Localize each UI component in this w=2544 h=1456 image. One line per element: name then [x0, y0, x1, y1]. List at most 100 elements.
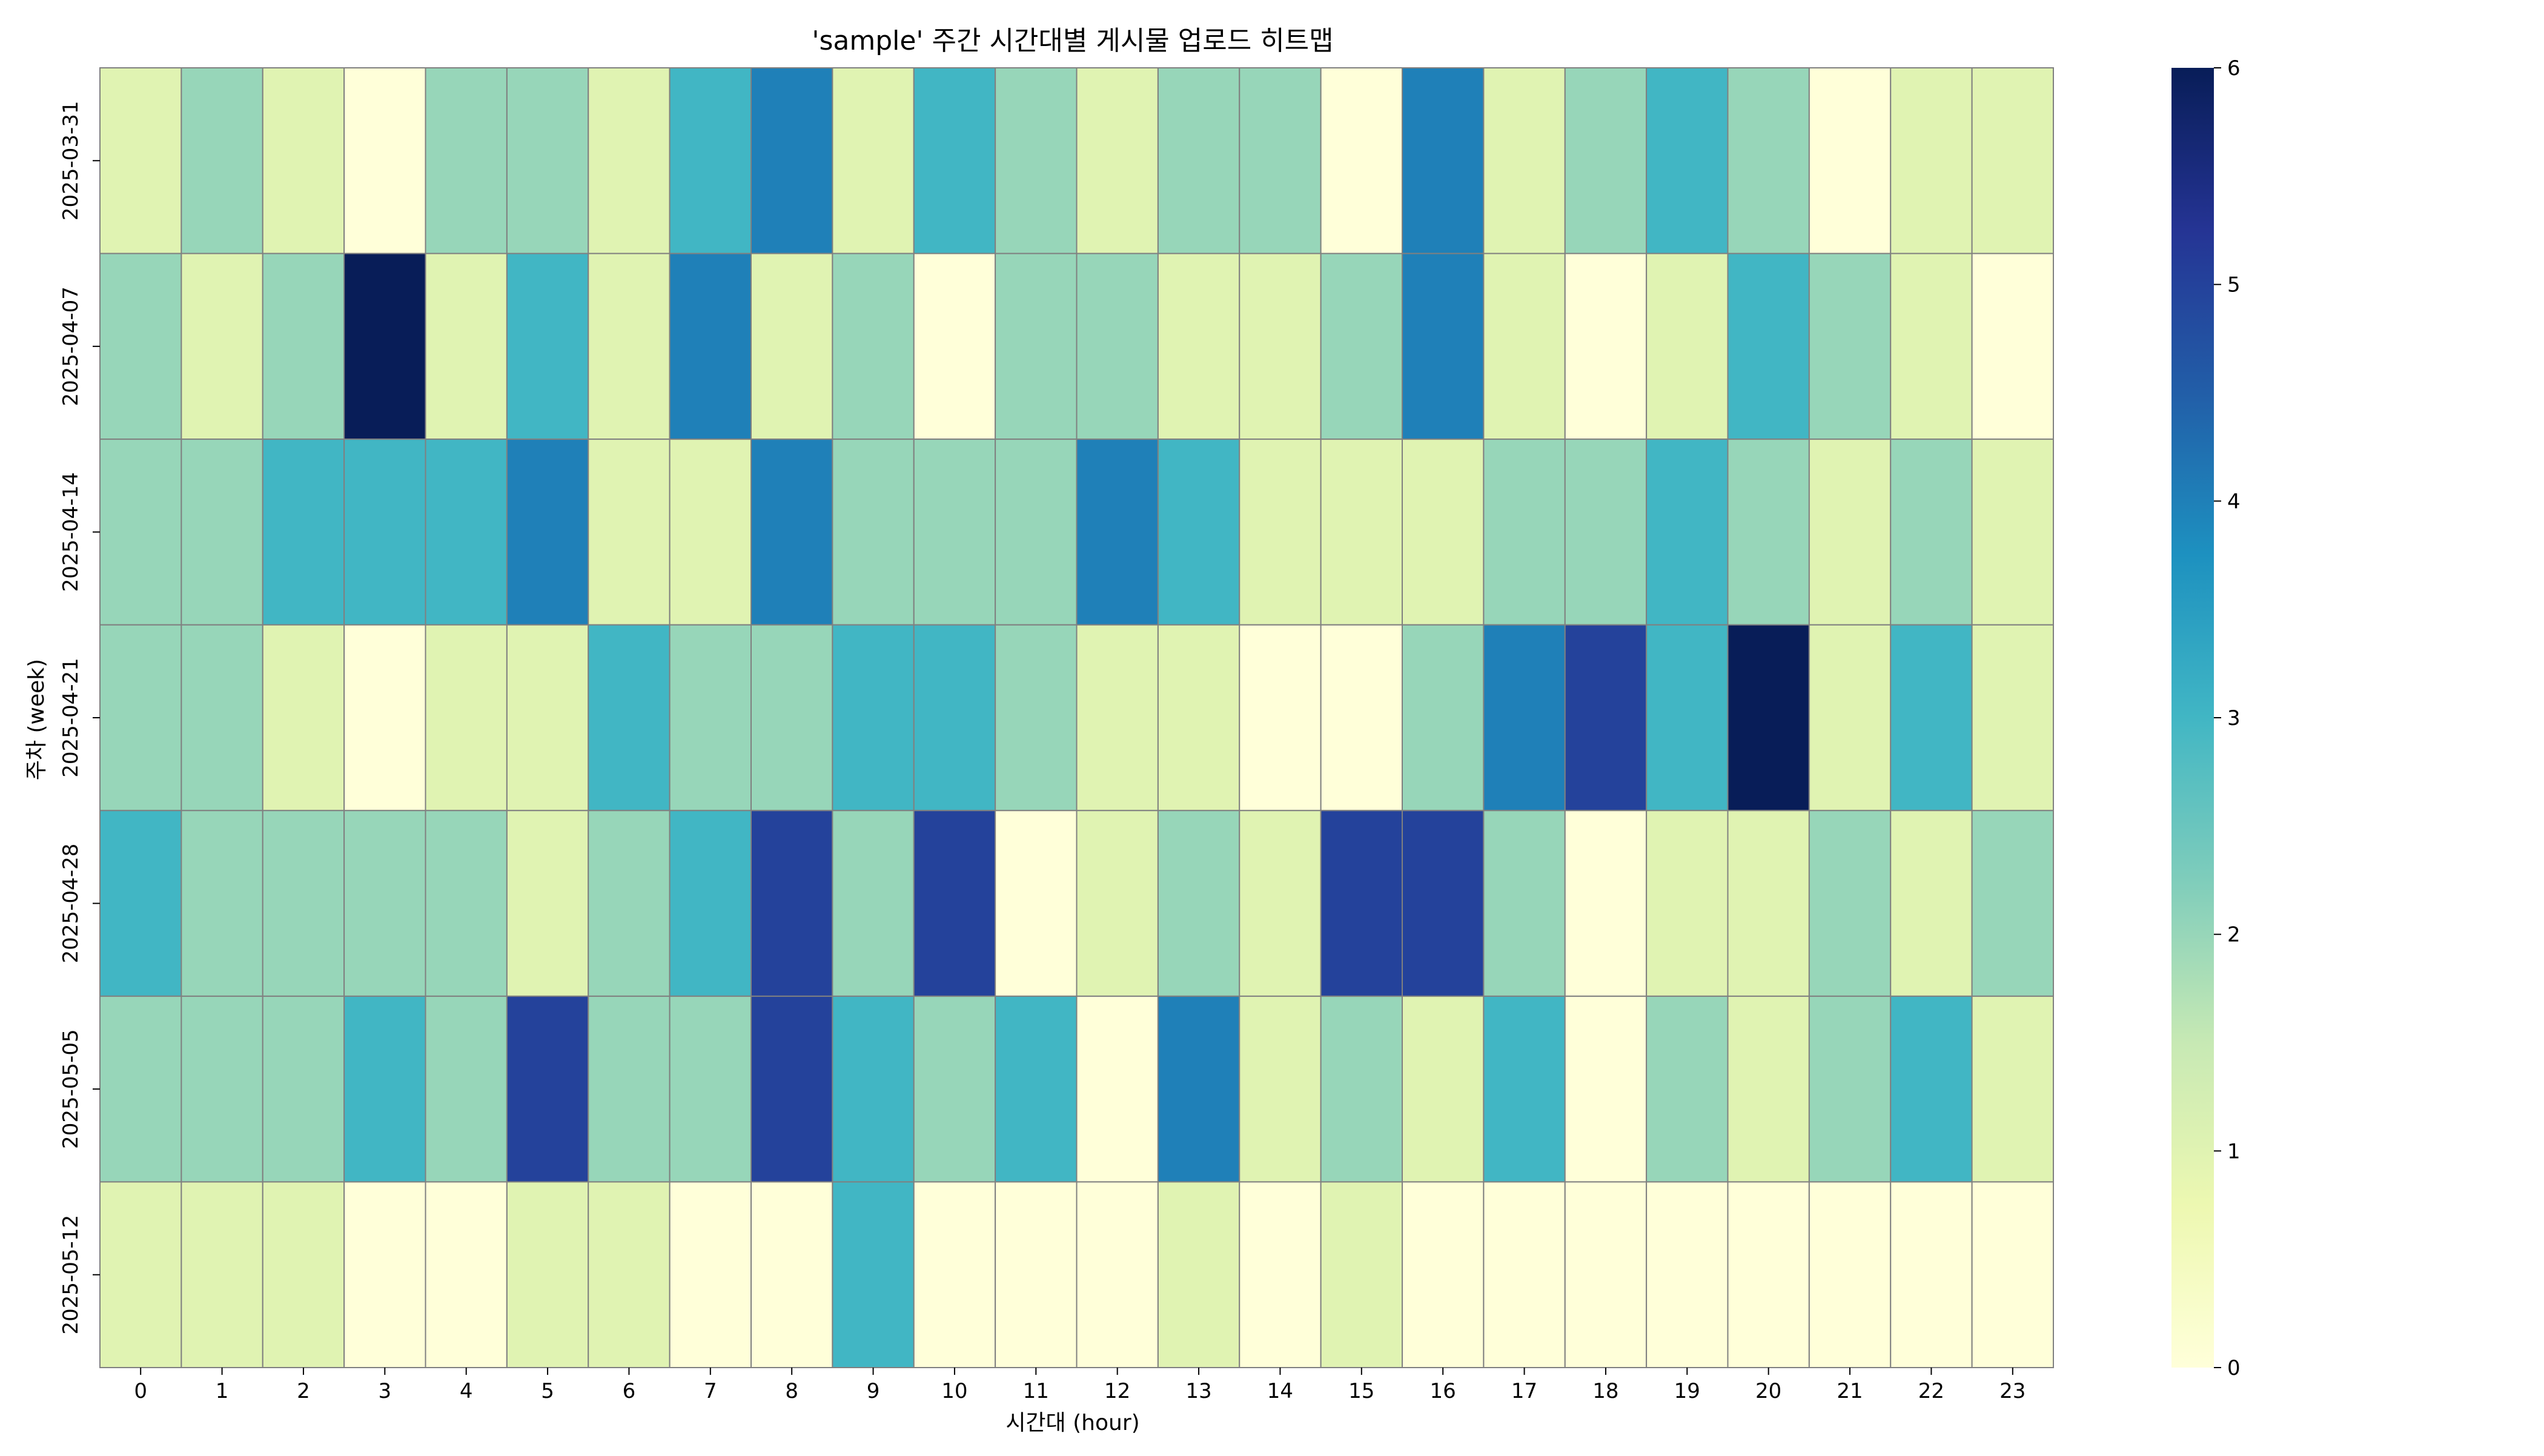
heatmap-cell: [181, 1181, 263, 1369]
x-tick-label: 13: [1185, 1379, 1211, 1403]
heatmap-cell: [1157, 67, 1241, 254]
heatmap-cell: [1727, 995, 1810, 1183]
heatmap-cell: [1564, 1181, 1648, 1369]
heatmap-cell: [1971, 995, 2054, 1183]
heatmap-cell: [669, 1181, 752, 1369]
colorbar-tick-label: 6: [2227, 56, 2241, 81]
heatmap-cell: [262, 1181, 345, 1369]
x-tick-label: 17: [1511, 1379, 1537, 1403]
heatmap-cell: [1890, 810, 1973, 997]
x-tick-label: 20: [1755, 1379, 1781, 1403]
heatmap-cell: [1402, 67, 1485, 254]
heatmap-cell: [832, 810, 915, 997]
heatmap-cell: [99, 253, 182, 440]
heatmap-cell: [1483, 995, 1566, 1183]
heatmap-cell: [506, 253, 589, 440]
heatmap-cell: [181, 810, 263, 997]
heatmap-cell: [1483, 67, 1566, 254]
heatmap-cell: [913, 1181, 996, 1369]
heatmap-cell: [1239, 67, 1322, 254]
heatmap-cell: [99, 1181, 182, 1369]
heatmap-cell: [1564, 995, 1648, 1183]
heatmap-cell: [181, 995, 263, 1183]
heatmap-cell: [995, 438, 1078, 626]
heatmap-cell: [913, 67, 996, 254]
heatmap-cell: [1808, 995, 1892, 1183]
heatmap-cell: [425, 253, 508, 440]
x-tick-label: 22: [1918, 1379, 1944, 1403]
x-tick-label: 9: [867, 1379, 880, 1403]
heatmap-cell: [1320, 810, 1403, 997]
y-axis-ticks: 2025-03-31 2025-04-07 2025-04-14 2025-04-21…: [59, 101, 100, 1335]
heatmap-cell: [1808, 438, 1892, 626]
heatmap-cell: [1483, 810, 1566, 997]
heatmap-cell: [181, 438, 263, 626]
heatmap-cell: [1890, 624, 1973, 812]
heatmap-cell: [1239, 253, 1322, 440]
heatmap-cell: [1646, 67, 1729, 254]
heatmap-cells: [99, 67, 2054, 1369]
heatmap-cell: [425, 67, 508, 254]
heatmap-cell: [99, 67, 182, 254]
heatmap-cell: [1076, 624, 1159, 812]
colorbar-tick-label: 3: [2227, 706, 2241, 730]
heatmap-cell: [1402, 995, 1485, 1183]
heatmap-cell: [1239, 810, 1322, 997]
heatmap-cell: [1727, 438, 1810, 626]
heatmap-cell: [913, 810, 996, 997]
x-axis-label: 시간대 (hour): [1005, 1411, 1139, 1435]
heatmap-cell: [99, 810, 182, 997]
heatmap-cell: [1971, 438, 2054, 626]
colorbar-tick-label: 5: [2227, 273, 2241, 297]
heatmap-cell: [343, 253, 426, 440]
heatmap-cell: [262, 624, 345, 812]
heatmap-cell: [1157, 253, 1241, 440]
y-tick-label: 2025-04-28: [59, 844, 83, 964]
heatmap-cell: [1727, 624, 1810, 812]
x-tick-label: 10: [941, 1379, 967, 1403]
heatmap-cell: [669, 995, 752, 1183]
heatmap-cell: [1157, 438, 1241, 626]
x-tick-label: 23: [1999, 1379, 2026, 1403]
heatmap-cell: [506, 438, 589, 626]
x-axis-ticks: 0 1 2 3 4 5 6 7 8 9 10 11 12 13 14 15 16 17 18 19 20 21 22 23: [134, 1368, 2026, 1403]
y-tick-label: 2025-05-05: [59, 1029, 83, 1149]
x-tick-label: 2: [297, 1379, 310, 1403]
heatmap-cell: [1483, 1181, 1566, 1369]
heatmap-cell: [913, 995, 996, 1183]
heatmap-cell: [1320, 253, 1403, 440]
heatmap-cell: [1646, 253, 1729, 440]
heatmap-cell: [1808, 253, 1892, 440]
heatmap-cell: [588, 810, 671, 997]
heatmap-cell: [262, 995, 345, 1183]
heatmap-cell: [1483, 253, 1566, 440]
heatmap-cell: [262, 67, 345, 254]
heatmap-cell: [1402, 253, 1485, 440]
heatmap-cell: [588, 995, 671, 1183]
x-tick-label: 4: [460, 1379, 473, 1403]
heatmap-cell: [1646, 624, 1729, 812]
heatmap-cell: [1157, 624, 1241, 812]
heatmap-cell: [1157, 995, 1241, 1183]
y-axis-label: 주차 (week): [24, 659, 49, 780]
heatmap-cell: [1402, 624, 1485, 812]
heatmap-cell: [1320, 1181, 1403, 1369]
heatmap-cell: [1320, 67, 1403, 254]
heatmap-cell: [913, 253, 996, 440]
heatmap-cell: [669, 624, 752, 812]
heatmap-cell: [1402, 1181, 1485, 1369]
colorbar-tick-label: 0: [2227, 1356, 2241, 1380]
heatmap-cell: [1564, 253, 1648, 440]
heatmap-cell: [669, 810, 752, 997]
heatmap-cell: [588, 253, 671, 440]
heatmap-cell: [262, 253, 345, 440]
colorbar-tick-label: 1: [2227, 1139, 2241, 1163]
x-tick-label: 14: [1267, 1379, 1293, 1403]
heatmap-cell: [262, 810, 345, 997]
heatmap-cell: [1076, 810, 1159, 997]
y-tick-label: 2025-04-21: [59, 658, 83, 778]
heatmap-cell: [181, 253, 263, 440]
heatmap-cell: [1076, 438, 1159, 626]
x-tick-label: 8: [785, 1379, 798, 1403]
